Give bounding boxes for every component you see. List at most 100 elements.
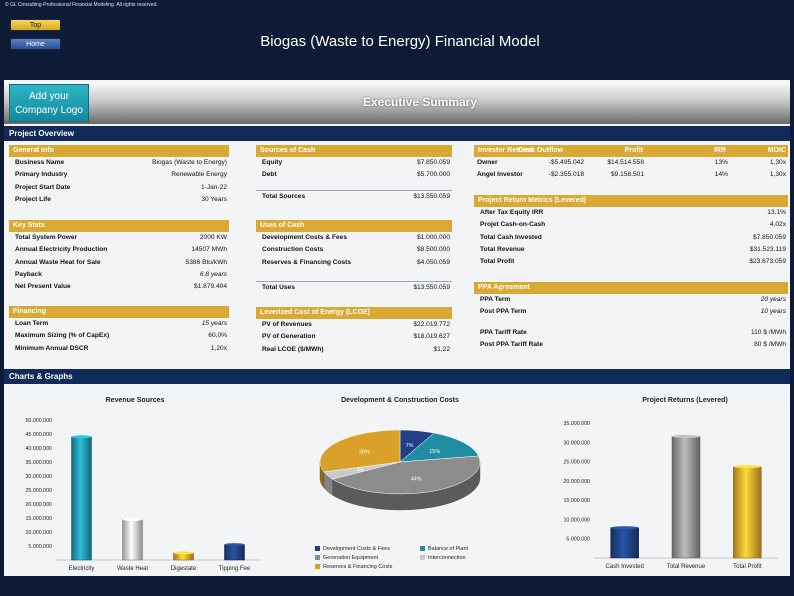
spacer-row (474, 319, 788, 327)
table-row: Real LCOE ($/MWh) $1,22 (256, 344, 452, 356)
irr-value: 13% (714, 159, 728, 166)
company-logo-placeholder[interactable]: Add your Company Logo (9, 84, 89, 122)
row-value: 13,1% (767, 209, 786, 216)
pie-slice-generation-equipment (331, 455, 481, 495)
financing-header: Financing (9, 306, 229, 318)
y-tick-label: 5.000.000 (28, 544, 52, 550)
pie-slice-reserves-financing-costs (319, 429, 401, 473)
bar-total-profit (733, 466, 762, 559)
table-row: PPA Term 20 years (474, 294, 788, 306)
ppa-agreement-table: PPA Agreement PPA Term 20 years Post PPA … (474, 282, 788, 352)
profit-value: $9.158.501 (610, 171, 644, 179)
x-tick-label: Digestate (171, 566, 197, 572)
pie-data-label: 30% (359, 450, 370, 456)
table-row: Development Costs & Fees $1.000.000 (256, 232, 452, 244)
legend-item: Development Costs & Fees (315, 546, 390, 552)
bar-top-cap (672, 434, 700, 438)
row-label: Equity (262, 159, 283, 166)
legend-label: Interconnection (428, 555, 466, 561)
row-label: Total Cash Invested (480, 233, 542, 241)
table-row: Annual Waste Heat for Sale 5386 Btu/kWh (9, 257, 229, 269)
row-label: PPA Tariff Rate (480, 328, 527, 336)
table-row: Net Present Value $1.879.404 (9, 281, 229, 293)
row-value: $13.550.059 (413, 283, 450, 291)
row-value: 14507 MWh (191, 246, 227, 254)
table-row: Reserves & Financing Costs $4.050.059 (256, 257, 452, 269)
bar-top-cap (733, 465, 762, 469)
legend-label: Generation Equipment (323, 555, 379, 561)
lcoe-table: Leverized Cost of Energy (LCOE) PV of Re… (256, 307, 452, 356)
table-row: Total System Power 2000 KW (9, 232, 229, 244)
table-row: Payback 6,8 years (9, 269, 229, 281)
y-tick-label: 20.000.000 (563, 479, 590, 485)
row-label: Minimum Annual DSCR (15, 344, 89, 352)
x-tick-label: Cash Invested (605, 564, 643, 570)
table-row: Projet Cash-on-Cash 4,02x (474, 219, 788, 231)
row-label: Development Costs & Fees (262, 234, 348, 241)
row-label: Angel Investor (477, 171, 523, 179)
row-value: 110 $ /MWh (750, 328, 786, 336)
row-label: Project Life (15, 195, 51, 203)
table-row: Maximum Sizing (% of CapEx) 60,0% (9, 330, 229, 342)
dev-construction-costs-chart: 7% 15% 44% 4% 30% (319, 429, 481, 511)
table-row: PV of Revenues $22.019.772 (256, 319, 452, 331)
legend-swatch (420, 546, 425, 552)
bar-waste-heat (122, 519, 143, 561)
table-row: Debt $5.700.000 (256, 169, 452, 181)
logo-text-line2: Company Logo (15, 105, 83, 116)
table-row: Loan Term 15 years (9, 318, 229, 330)
top-button[interactable]: Top (10, 19, 61, 31)
project-return-metrics-header: Project Return Metrics (Levered) (474, 195, 788, 207)
x-tick-label: Total Profit (733, 564, 762, 570)
table-row: PPA Tariff Rate 110 $ /MWh (474, 327, 788, 339)
project-return-metrics-table: Project Return Metrics (Levered) After T… (474, 195, 788, 269)
bar-cash-invested (610, 527, 639, 559)
table-row-total: Total Uses $13.550.059 (256, 280, 452, 293)
executive-summary-banner (4, 82, 790, 124)
investor-returns-title: Investor Returns (478, 147, 534, 154)
general-info-table: General Info Business Name Biogas (Waste … (9, 145, 229, 207)
table-row: PV of Generation $18.019.627 (256, 331, 452, 343)
y-tick-label: 35.000.000 (563, 421, 590, 427)
row-value: 2000 KW (199, 234, 227, 241)
legend-swatch (315, 546, 320, 552)
row-value: Biogas (Waste to Energy) (152, 159, 227, 166)
row-value: $1.000.000 (416, 234, 450, 241)
row-label: Maximum Sizing (% of CapEx) (15, 332, 110, 340)
irr-value: 14% (714, 171, 728, 179)
row-value: 1-Jan-22 (200, 183, 227, 191)
row-value: $23.673.059 (749, 258, 786, 266)
y-tick-label: 20.000.000 (25, 502, 52, 508)
row-value: $5.700.000 (416, 171, 450, 179)
row-label: Loan Term (15, 320, 49, 327)
row-label: Owner (477, 159, 498, 166)
charts-graphs-header: Charts & Graphs (4, 369, 790, 384)
bar-top-cap (71, 435, 92, 439)
bar-top-cap (610, 526, 639, 530)
legend-label: Reserves & Financing Costs (323, 564, 393, 570)
row-value: Renewable Energy (171, 171, 227, 179)
column-header-cash-outflow: Cash Outflow (517, 147, 563, 154)
y-tick-label: 25.000.000 (563, 460, 590, 466)
y-tick-label: 50.000.000 (25, 418, 52, 424)
row-label: Total Sources (262, 192, 306, 200)
table-row: Minimum Annual DSCR 1,20x (9, 343, 229, 355)
pie-data-label: 15% (429, 449, 440, 455)
y-tick-label: 45.000.000 (25, 432, 52, 438)
home-button[interactable]: Home (10, 38, 61, 50)
table-row: Owner -$5.495.042 $14.514.558 13% 1,30x (474, 157, 788, 169)
table-row: Equity $7.850.059 (256, 157, 452, 169)
row-label: Primary Industry (15, 171, 68, 179)
column-header-irr: IRR (713, 147, 726, 154)
general-info-header: General Info (9, 145, 229, 157)
legend-item: Balance of Plant (420, 546, 468, 552)
y-tick-label: 40.000.000 (25, 446, 52, 452)
pie-slice-balance-of-plant (399, 432, 479, 463)
row-value: $7.850.059 (752, 233, 786, 241)
row-value: $4.050.059 (416, 258, 450, 266)
row-value: 5386 Btu/kWh (185, 258, 227, 266)
project-overview-header: Project Overview (4, 126, 790, 141)
moic-value: 1,30x (769, 171, 786, 179)
legend-item: Interconnection (420, 555, 466, 561)
row-value: $8.500.000 (416, 246, 450, 254)
